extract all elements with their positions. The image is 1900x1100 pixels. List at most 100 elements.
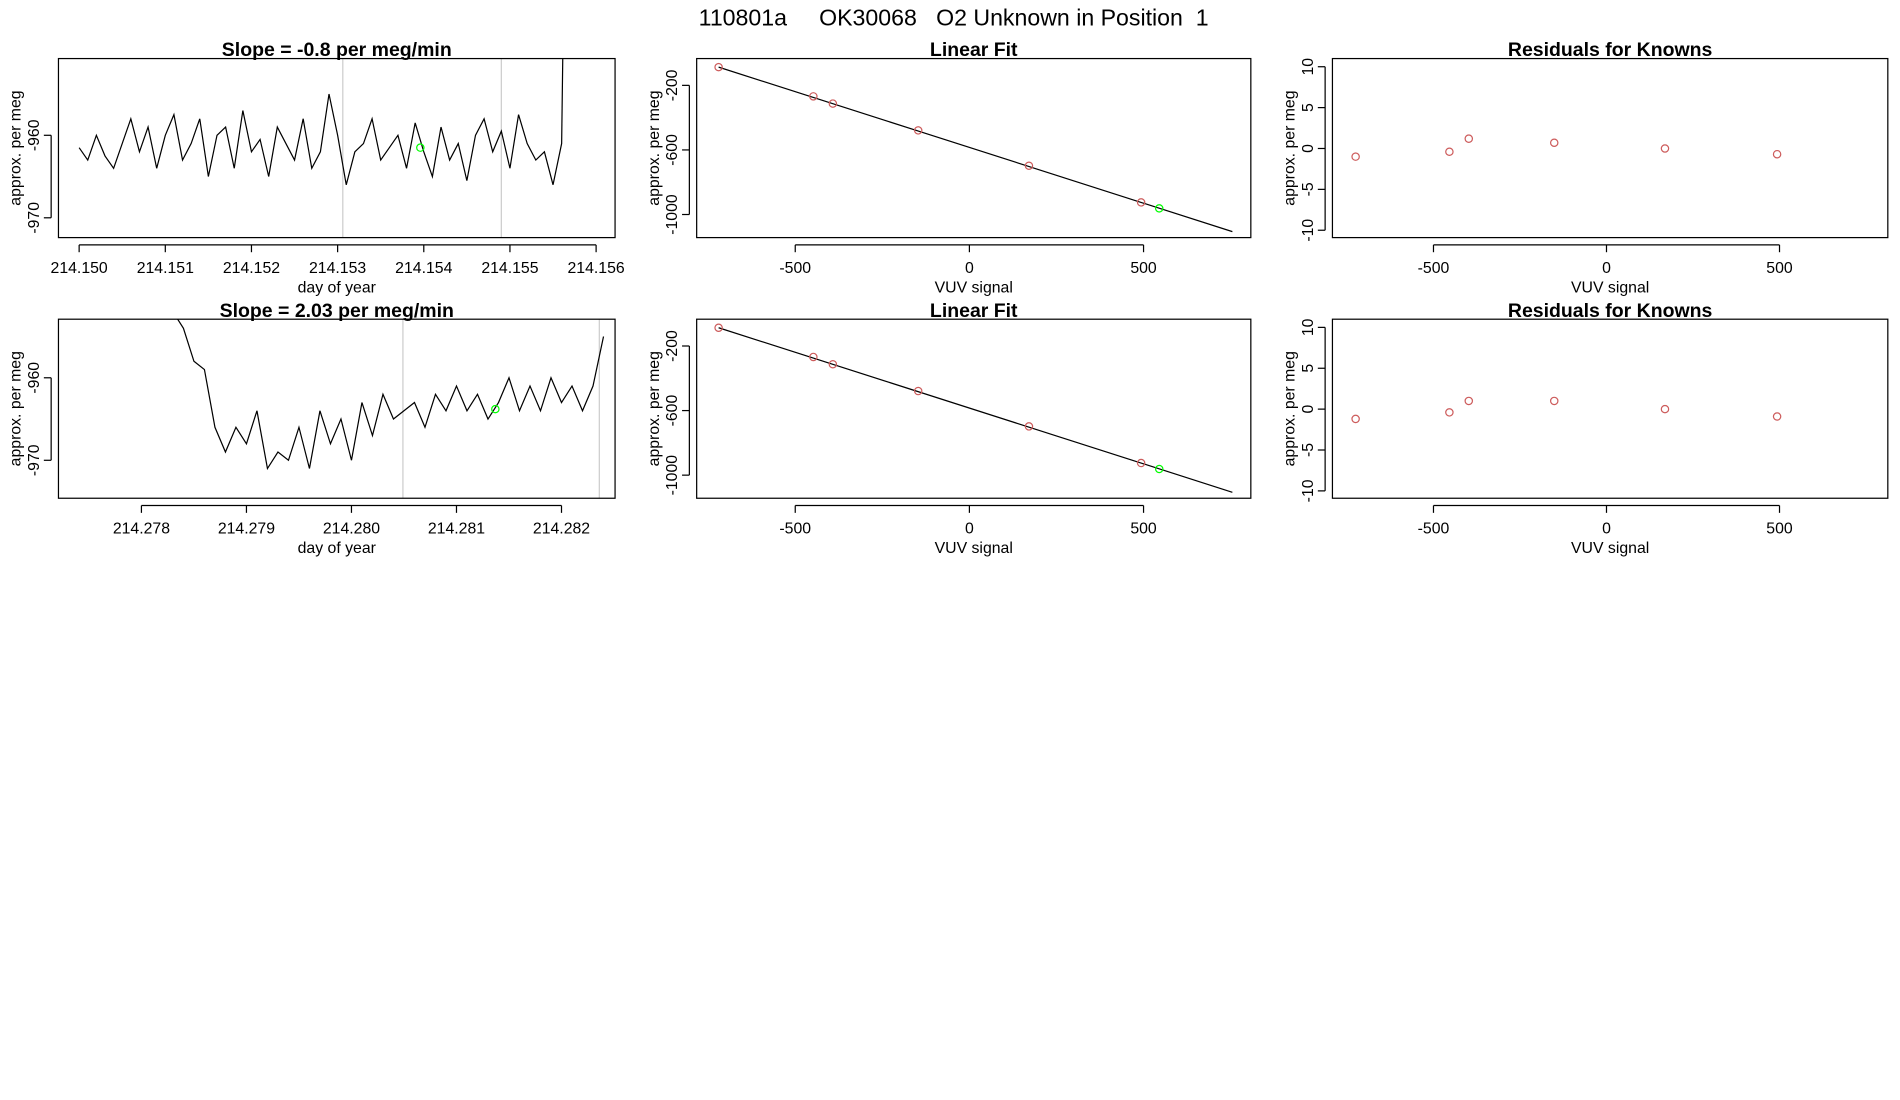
- plot-frame: [696, 318, 1252, 499]
- data-point: [714, 62, 723, 72]
- panel: Slope = 2.03 per meg/min day of year appro…: [8, 300, 616, 557]
- x-tick-label: -500: [779, 260, 811, 277]
- data-point: [1154, 464, 1164, 474]
- x-tick-label: 214.156: [567, 260, 624, 277]
- y-tick-label: 5: [1300, 103, 1317, 112]
- x-tick-label: 214.152: [223, 260, 280, 277]
- x-tick-label: 214.153: [309, 260, 366, 277]
- x-axis-label: day of year: [298, 279, 377, 296]
- data-point: [1549, 138, 1559, 148]
- plot-frame: [57, 57, 616, 239]
- data-point: [714, 323, 723, 333]
- x-tick-label: 214.280: [323, 521, 380, 538]
- x-tick-label: 214.278: [113, 521, 170, 538]
- panel-title: Linear Fit: [930, 39, 1018, 61]
- data-point: [828, 99, 838, 108]
- y-axis-label: approx. per meg: [1282, 351, 1299, 466]
- plot-frame: [696, 57, 1252, 239]
- y-axis-label: approx. per meg: [8, 351, 25, 466]
- x-axis-label: VUV signal: [1571, 279, 1649, 296]
- y-tick-label: -5: [1300, 443, 1317, 457]
- data-point: [1660, 404, 1670, 414]
- y-tick-label: -1000: [664, 194, 681, 235]
- x-tick-label: 214.281: [428, 521, 485, 538]
- x-tick-label: 0: [1602, 260, 1611, 277]
- panel-title: Slope = -0.8 per meg/min: [222, 39, 452, 61]
- x-tick-label: 0: [965, 521, 974, 538]
- x-tick-label: 214.279: [218, 521, 275, 538]
- panel-title: Residuals for Knowns: [1508, 300, 1713, 322]
- y-tick-label: -960: [26, 362, 43, 394]
- x-tick-label: -500: [1418, 521, 1450, 538]
- data-point: [828, 359, 838, 369]
- y-tick-label: -200: [664, 330, 681, 362]
- data-point: [1464, 134, 1474, 143]
- y-axis-label: approx. per meg: [646, 90, 663, 205]
- data-point: [491, 404, 500, 414]
- x-tick-label: 500: [1130, 521, 1157, 538]
- x-axis-label: day of year: [298, 540, 377, 557]
- data-line: [78, 58, 564, 185]
- x-tick-label: 500: [1766, 521, 1793, 538]
- y-tick-label: -600: [664, 134, 681, 166]
- data-line: [718, 327, 1233, 493]
- data-point: [1464, 396, 1474, 406]
- x-tick-label: 214.154: [395, 260, 452, 277]
- data-point: [1772, 412, 1782, 421]
- x-tick-label: 500: [1766, 260, 1793, 277]
- y-tick-label: 10: [1300, 318, 1317, 336]
- panel: Linear Fit VUV signal approx. per meg -500 0…: [646, 39, 1252, 296]
- data-point: [1024, 161, 1034, 171]
- panel-title: Linear Fit: [930, 300, 1018, 322]
- plot-frame: [57, 318, 616, 499]
- x-tick-label: 0: [965, 260, 974, 277]
- data-point: [1351, 414, 1360, 424]
- y-axis-label: approx. per meg: [8, 90, 25, 205]
- x-tick-label: 500: [1130, 260, 1157, 277]
- panel-title: Residuals for Knowns: [1508, 39, 1713, 61]
- y-tick-label: -600: [664, 395, 681, 427]
- data-point: [1136, 458, 1146, 468]
- x-axis-label: VUV signal: [1571, 540, 1649, 557]
- y-tick-label: -10: [1300, 219, 1317, 242]
- panel: Residuals for Knowns VUV signal approx. pe…: [1282, 300, 1889, 557]
- panel-title: Slope = 2.03 per meg/min: [220, 300, 454, 322]
- y-tick-label: -200: [664, 69, 681, 101]
- y-tick-label: 5: [1300, 364, 1317, 373]
- x-tick-label: 214.155: [481, 260, 538, 277]
- panel: Residuals for Knowns VUV signal approx. pe…: [1282, 39, 1889, 296]
- x-tick-label: -500: [1418, 260, 1450, 277]
- data-point: [1445, 147, 1454, 157]
- y-tick-label: 0: [1300, 144, 1317, 153]
- x-tick-label: 214.282: [533, 521, 590, 538]
- y-axis-label: approx. per meg: [1282, 90, 1299, 205]
- data-point: [1136, 198, 1146, 207]
- data-point: [913, 386, 923, 396]
- y-axis-label: approx. per meg: [646, 351, 663, 466]
- y-tick-label: -5: [1300, 182, 1317, 196]
- x-tick-label: 214.150: [51, 260, 108, 277]
- plot-frame: [1331, 318, 1889, 499]
- data-point: [1154, 204, 1164, 213]
- data-point: [1351, 152, 1360, 161]
- data-point: [809, 92, 818, 101]
- y-tick-label: -10: [1300, 479, 1317, 502]
- data-point: [809, 352, 818, 362]
- y-tick-label: -970: [26, 202, 43, 234]
- panel: Slope = -0.8 per meg/min day of year appro…: [8, 39, 625, 296]
- x-tick-label: -500: [779, 521, 811, 538]
- data-point: [1660, 144, 1670, 153]
- x-axis-label: VUV signal: [935, 540, 1013, 557]
- x-axis-label: VUV signal: [935, 279, 1013, 296]
- data-point: [1549, 396, 1559, 406]
- data-point: [913, 126, 923, 135]
- x-tick-label: 0: [1602, 521, 1611, 538]
- page-title: 110801a OK30068 O2 Unknown in Position 1: [699, 5, 1209, 31]
- panel: Linear Fit VUV signal approx. per meg -500 0…: [646, 300, 1252, 557]
- plot-frame: [1331, 57, 1889, 239]
- data-point: [1772, 149, 1782, 159]
- data-point: [416, 143, 425, 152]
- y-tick-label: 0: [1300, 405, 1317, 414]
